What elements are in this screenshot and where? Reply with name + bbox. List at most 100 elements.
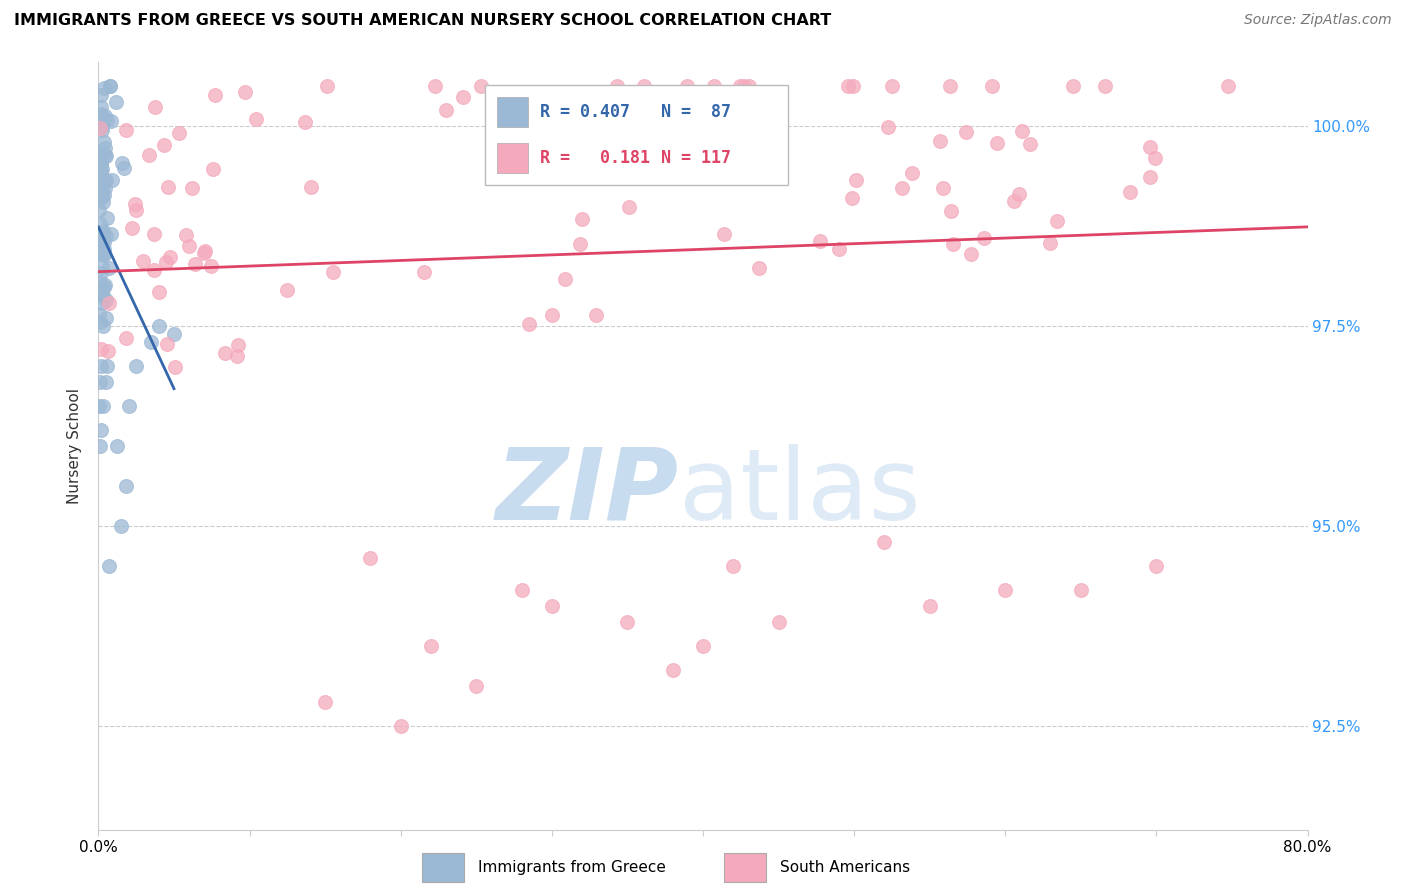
Point: [845, 172, 868, 186]
Point: [90, 260, 112, 275]
Point: [200, 260, 222, 274]
Point: [412, 265, 434, 279]
Point: [110, 519, 132, 533]
Point: [87, 307, 110, 321]
Point: [1004, 194, 1026, 209]
Point: [828, 242, 851, 256]
Point: [138, 148, 160, 162]
Point: [540, 308, 562, 322]
Point: [97, 344, 120, 359]
Point: [90, 107, 112, 121]
Text: ZIP: ZIP: [496, 443, 679, 541]
Point: [89, 229, 111, 244]
Point: [193, 245, 215, 260]
Point: [89, 217, 111, 231]
Point: [94, 141, 117, 155]
Point: [105, 439, 128, 453]
Point: [93, 280, 115, 294]
Point: [89, 399, 111, 413]
Point: [174, 227, 197, 242]
Point: [112, 161, 135, 176]
Point: [713, 227, 735, 242]
Point: [204, 88, 226, 103]
Bar: [724, 854, 766, 881]
Point: [728, 79, 751, 94]
Point: [90, 157, 112, 171]
Point: [90, 100, 112, 114]
Point: [451, 90, 474, 104]
Point: [938, 79, 960, 94]
Point: [96, 359, 118, 373]
Point: [973, 231, 995, 245]
Point: [96, 211, 118, 225]
Point: [606, 79, 628, 94]
Point: [96, 149, 118, 163]
Point: [89, 315, 111, 329]
Point: [115, 331, 138, 345]
Point: [90, 119, 112, 133]
Point: [571, 211, 593, 226]
Point: [768, 615, 790, 629]
Point: [955, 125, 977, 139]
Point: [738, 90, 761, 104]
Point: [163, 327, 186, 342]
Point: [692, 639, 714, 653]
Point: [918, 599, 941, 613]
Point: [1062, 79, 1084, 94]
Point: [748, 260, 770, 275]
Point: [959, 247, 981, 261]
Point: [96, 172, 118, 186]
Point: [90, 283, 112, 297]
Point: [932, 181, 955, 195]
Point: [1139, 140, 1161, 154]
Point: [465, 679, 488, 693]
Point: [89, 109, 111, 123]
Point: [118, 399, 141, 413]
Point: [226, 350, 249, 364]
Text: atlas: atlas: [679, 443, 921, 541]
Point: [568, 236, 591, 251]
Point: [214, 346, 236, 360]
Point: [93, 174, 115, 188]
Point: [93, 187, 115, 202]
Point: [115, 122, 138, 136]
Point: [90, 155, 112, 169]
Point: [142, 262, 165, 277]
Text: South Americans: South Americans: [780, 860, 911, 875]
Point: [94, 181, 117, 195]
Point: [184, 257, 207, 271]
Point: [94, 277, 117, 292]
Point: [89, 439, 111, 453]
Point: [540, 599, 562, 613]
Point: [104, 95, 127, 109]
Point: [91, 319, 114, 334]
Point: [89, 192, 111, 206]
Point: [93, 248, 115, 262]
Point: [89, 241, 111, 255]
Point: [891, 181, 914, 195]
Point: [1007, 187, 1029, 202]
Point: [91, 284, 114, 298]
Point: [87, 233, 110, 247]
Point: [98, 79, 121, 94]
Point: [877, 120, 900, 134]
Point: [420, 639, 443, 653]
Point: [167, 126, 190, 140]
Point: [842, 79, 865, 94]
Point: [91, 399, 114, 413]
Point: [517, 317, 540, 331]
Point: [90, 296, 112, 310]
Point: [986, 136, 1008, 150]
Point: [1094, 79, 1116, 94]
Point: [93, 81, 115, 95]
Point: [661, 663, 683, 677]
Point: [90, 123, 112, 137]
Point: [733, 79, 755, 94]
Point: [114, 479, 136, 493]
Point: [87, 203, 110, 218]
Point: [163, 360, 186, 375]
Point: [124, 202, 146, 217]
Point: [94, 293, 117, 307]
Point: [233, 85, 256, 99]
Point: [141, 335, 163, 350]
